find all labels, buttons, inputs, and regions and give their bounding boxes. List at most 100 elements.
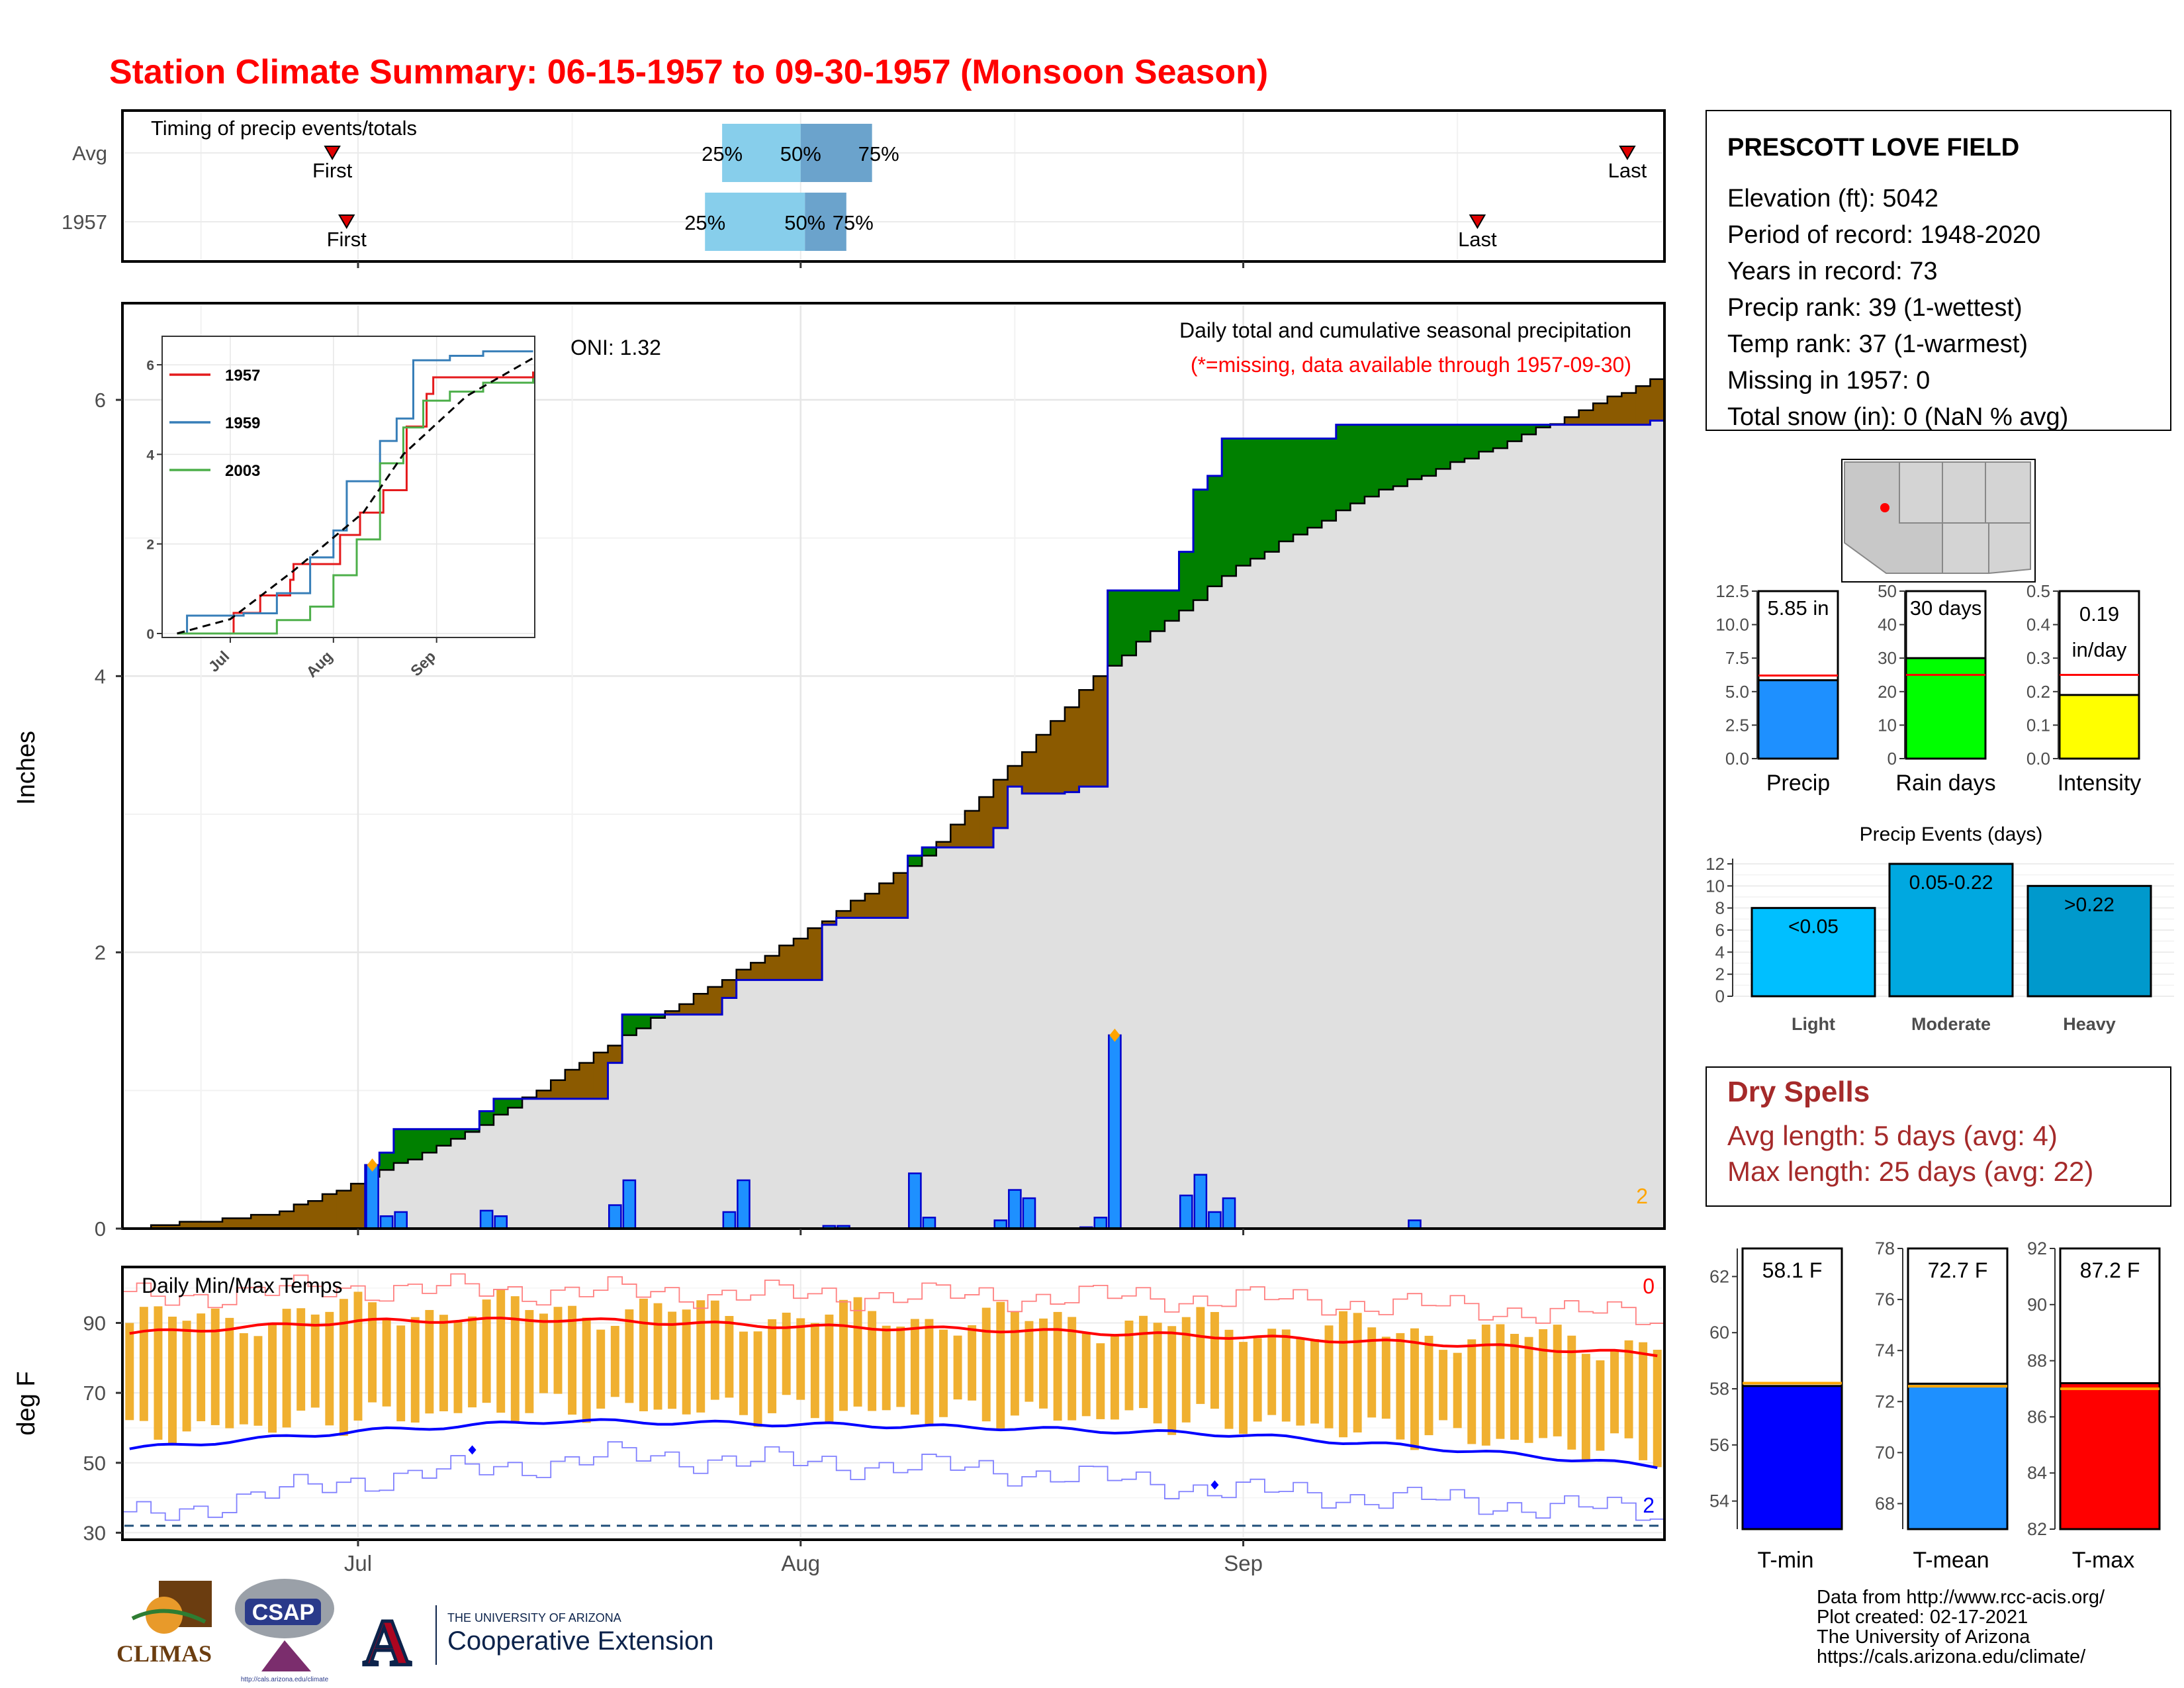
x-month-label: Jul bbox=[344, 1551, 372, 1575]
precip-area-segment bbox=[1179, 610, 1194, 1229]
stat-y-tick-label: 10.0 bbox=[1715, 615, 1749, 635]
daily-temp-range-bar bbox=[1224, 1329, 1234, 1429]
precip-area-segment bbox=[822, 924, 837, 1229]
precip-above-average-segment bbox=[1379, 424, 1394, 490]
station-info-line: Missing in 1957: 0 bbox=[1727, 367, 1930, 395]
daily-temp-range-bar bbox=[468, 1316, 477, 1408]
precip-below-average-segment bbox=[151, 1225, 166, 1229]
precip-area-segment bbox=[1607, 424, 1622, 1229]
precip-above-average-segment bbox=[408, 1129, 423, 1160]
temp-summary-value: 87.2 F bbox=[2080, 1258, 2140, 1282]
oni-label: ONI: 1.32 bbox=[570, 336, 661, 359]
daily-temp-range-bar bbox=[1210, 1312, 1219, 1409]
precip-below-average-segment bbox=[165, 1225, 180, 1229]
daily-temp-range-bar bbox=[696, 1300, 705, 1413]
rain-days-value: 30 days bbox=[1910, 596, 1982, 620]
temp-summary-y-tick-label: 88 bbox=[2027, 1351, 2047, 1371]
precip-below-average-segment bbox=[179, 1221, 195, 1229]
precip-below-average-segment bbox=[1564, 417, 1580, 425]
daily-temp-range-bar bbox=[1581, 1354, 1590, 1462]
events-bar bbox=[1888, 863, 2014, 998]
daily-temp-range-bar bbox=[1068, 1317, 1077, 1421]
precip-above-average-segment bbox=[1136, 590, 1151, 642]
precip-area-segment bbox=[879, 917, 894, 1229]
precip-area-segment bbox=[1479, 451, 1494, 1229]
daily-temp-range-bar bbox=[1524, 1336, 1533, 1443]
temp-summary-label: T-min bbox=[1758, 1548, 1814, 1573]
precip-area-segment bbox=[1236, 565, 1251, 1229]
stat-bar-fill bbox=[2058, 694, 2140, 760]
precip-below-average-segment bbox=[864, 894, 880, 918]
precip-area-segment bbox=[950, 847, 966, 1229]
average-cumulative-line bbox=[122, 378, 1664, 1230]
temp-series-line bbox=[122, 1441, 1664, 1521]
temperature-summary-bars: 54 56 58 60 62 58.1 F T-min 68 70 72 74 76 78 72.7 F T… bbox=[1709, 1239, 2161, 1573]
daily-temp-range-bar bbox=[753, 1331, 762, 1427]
precip-area-segment bbox=[1593, 424, 1608, 1229]
daily-temp-range-bar bbox=[639, 1298, 648, 1411]
daily-temp-range-bar bbox=[1553, 1325, 1562, 1436]
daily-precip-bar bbox=[1222, 1197, 1236, 1230]
precip-below-average-segment bbox=[293, 1204, 309, 1229]
inset-series-line bbox=[177, 357, 534, 635]
precip-below-average-segment bbox=[693, 994, 709, 1015]
daily-temp-range-bar bbox=[1153, 1323, 1162, 1424]
daily-temp-range-bar bbox=[1096, 1343, 1105, 1419]
precip-above-average-segment bbox=[379, 1152, 394, 1170]
daily-precip-bar bbox=[1108, 1034, 1122, 1230]
precip-area-segment bbox=[964, 847, 980, 1229]
daily-precip-bar bbox=[1093, 1217, 1108, 1230]
daily-temp-range-bar bbox=[625, 1309, 634, 1403]
daily-temp-range-bar bbox=[1181, 1317, 1191, 1423]
daily-temp-range-bar bbox=[1281, 1329, 1291, 1422]
daily-temp-range-bar bbox=[1139, 1315, 1148, 1409]
precip-area-segment bbox=[707, 1014, 723, 1229]
precip-below-average-segment bbox=[1007, 766, 1023, 787]
footer-credits: Data from http://www.rcc-acis.org/ Plot … bbox=[1817, 1587, 2105, 1667]
daily-temp-range-bar bbox=[1339, 1311, 1348, 1438]
precip-area-segment bbox=[1022, 793, 1037, 1229]
precip-area-segment bbox=[608, 1062, 623, 1229]
daily-temp-range-bar bbox=[996, 1301, 1005, 1431]
daily-temp-range-bar bbox=[1367, 1327, 1377, 1418]
temp-summary-y-tick-label: 62 bbox=[1709, 1266, 1729, 1286]
precip-area-segment bbox=[993, 827, 1009, 1229]
temp-summary-fill bbox=[2059, 1382, 2161, 1530]
timing-last-label: Last bbox=[1458, 228, 1497, 251]
daily-temp-range-bar bbox=[439, 1315, 448, 1411]
precip-below-average-segment bbox=[950, 824, 966, 848]
timing-q75-label: 75% bbox=[858, 142, 899, 165]
temp-summary-label: T-mean bbox=[1913, 1548, 1989, 1573]
precip-above-average-segment bbox=[1236, 438, 1251, 566]
station-info-line: Total snow (in): 0 (NaN % avg) bbox=[1727, 403, 2068, 431]
precip-above-average-segment bbox=[1207, 475, 1222, 586]
daily-temp-range-bar bbox=[1481, 1325, 1490, 1446]
daily-temp-range-bar bbox=[910, 1319, 919, 1415]
precip-area-segment bbox=[664, 1014, 680, 1229]
temp-summary-y-tick-label: 90 bbox=[2027, 1295, 2047, 1315]
daily-temp-range-bar bbox=[482, 1299, 491, 1403]
precip-below-average-segment bbox=[736, 969, 751, 980]
temp-summary-y-tick-label: 82 bbox=[2027, 1519, 2047, 1539]
daily-temp-range-bar bbox=[253, 1336, 263, 1426]
temp-summary-y-tick-label: 74 bbox=[1875, 1340, 1895, 1360]
dry-spells-box: Dry Spells Avg length: 5 days (avg: 4) M… bbox=[1706, 1066, 2171, 1207]
precip-below-average-segment bbox=[836, 911, 851, 918]
daily-temp-range-bar bbox=[197, 1313, 206, 1421]
daily-temp-range-bar bbox=[796, 1318, 805, 1400]
daily-temp-range-bar bbox=[882, 1325, 891, 1411]
footer-url: https://cals.arizona.edu/climate/ bbox=[1817, 1646, 2086, 1667]
precip-area-segment bbox=[1222, 576, 1237, 1229]
daily-temp-range-bar bbox=[896, 1327, 905, 1407]
record-low-marker bbox=[468, 1445, 477, 1455]
stat-y-tick-label: 2.5 bbox=[1725, 715, 1749, 735]
precip-area-segment bbox=[636, 1028, 651, 1229]
inset-legend-label: 1957 bbox=[225, 367, 260, 385]
precip-area-segment bbox=[836, 917, 851, 1229]
precip-area-segment bbox=[551, 1098, 566, 1229]
events-bar-value: <0.05 bbox=[1788, 916, 1839, 938]
precip-area-segment bbox=[979, 847, 994, 1229]
daily-temp-range-bar bbox=[925, 1319, 934, 1425]
daily-temp-range-bar bbox=[981, 1307, 991, 1422]
